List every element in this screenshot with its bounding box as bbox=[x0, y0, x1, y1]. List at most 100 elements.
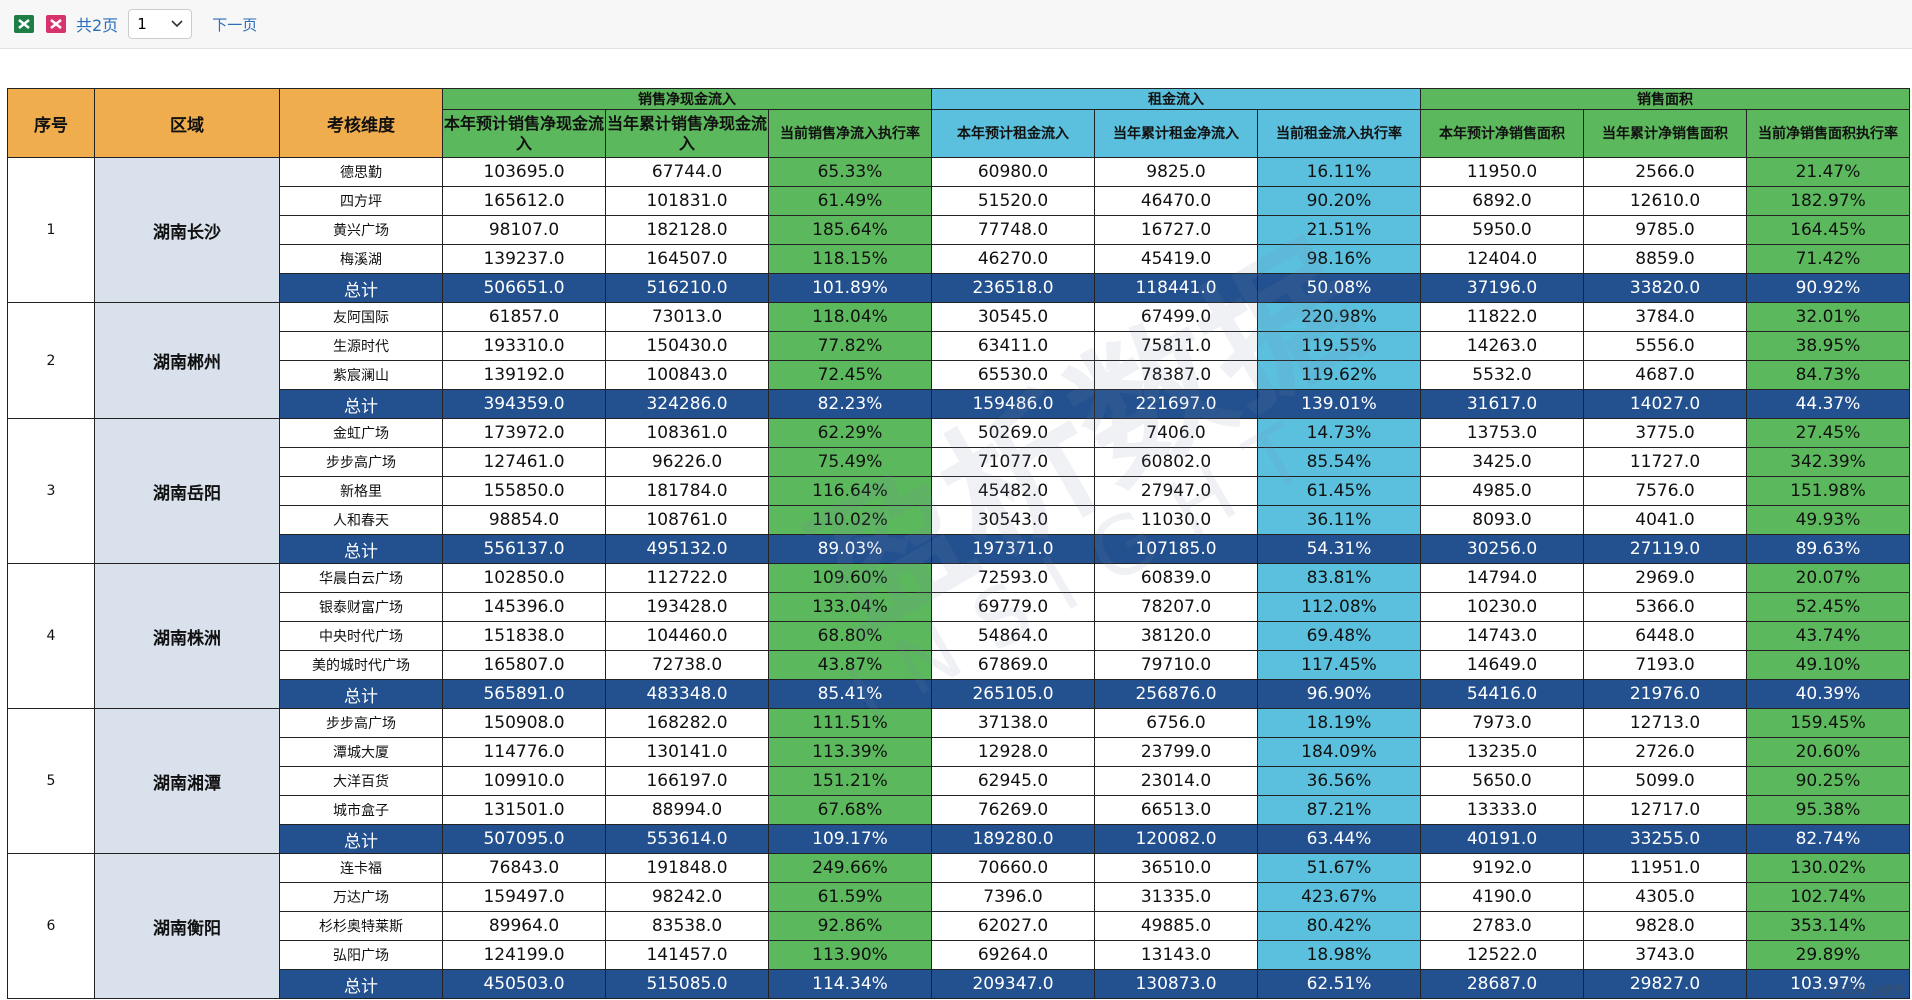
data-cell: 4190.0 bbox=[1420, 882, 1584, 912]
total-cell: 118441.0 bbox=[1094, 273, 1258, 303]
data-cell: 9825.0 bbox=[1094, 157, 1258, 187]
data-cell: 3743.0 bbox=[1583, 940, 1747, 970]
data-cell: 7406.0 bbox=[1094, 418, 1258, 448]
dimension-cell: 生源时代 bbox=[279, 331, 443, 361]
data-cell: 165612.0 bbox=[442, 186, 606, 216]
data-cell: 12713.0 bbox=[1583, 708, 1747, 738]
data-cell: 7396.0 bbox=[931, 882, 1095, 912]
data-cell: 67869.0 bbox=[931, 650, 1095, 680]
column-header: 当年累计销售净现金流入 bbox=[605, 109, 769, 158]
data-cell: 168282.0 bbox=[605, 708, 769, 738]
data-cell: 92.86% bbox=[768, 911, 932, 941]
dimension-cell: 人和春天 bbox=[279, 505, 443, 535]
data-cell: 49.93% bbox=[1746, 505, 1910, 535]
data-cell: 20.60% bbox=[1746, 737, 1910, 767]
table-row: 银泰财富广场 145396.0 193428.0 133.04% 69779.0 7820… bbox=[8, 592, 1910, 622]
total-cell: 236518.0 bbox=[931, 273, 1095, 303]
page-select[interactable]: 1 bbox=[128, 9, 193, 39]
total-cell: 50.08% bbox=[1257, 273, 1421, 303]
table-row: 新格里 155850.0 181784.0 116.64% 45482.0 27947.0… bbox=[8, 476, 1910, 506]
data-cell: 118.15% bbox=[768, 244, 932, 274]
data-cell: 71077.0 bbox=[931, 447, 1095, 477]
data-cell: 131501.0 bbox=[442, 795, 606, 825]
total-cell: 120082.0 bbox=[1094, 824, 1258, 854]
total-cell: 85.41% bbox=[768, 679, 932, 709]
table-row: 美的城时代广场 165807.0 72738.0 43.87% 67869.0 79710… bbox=[8, 650, 1910, 680]
data-cell: 108761.0 bbox=[605, 505, 769, 535]
total-cell: 483348.0 bbox=[605, 679, 769, 709]
index-cell: 6 bbox=[7, 853, 95, 999]
data-cell: 49.10% bbox=[1746, 650, 1910, 680]
dimension-cell: 步步高广场 bbox=[279, 708, 443, 738]
data-cell: 3775.0 bbox=[1583, 418, 1747, 448]
region-cell: 湖南湘潭 bbox=[94, 708, 280, 854]
data-cell: 342.39% bbox=[1746, 447, 1910, 477]
column-header: 当前租金流入执行率 bbox=[1257, 109, 1421, 158]
table-row: 城市盒子 131501.0 88994.0 67.68% 76269.0 66513.0 8… bbox=[8, 795, 1910, 825]
table-row: 序号 区域 考核维度 销售净现金流入 租金流入 销售面积 bbox=[7, 88, 1910, 158]
data-cell: 76843.0 bbox=[442, 853, 606, 883]
data-cell: 84.73% bbox=[1746, 360, 1910, 390]
data-cell: 145396.0 bbox=[442, 592, 606, 622]
table-row: 3 湖南岳阳 金虹广场 173972.0 108361.0 62.29% 50269.0 74… bbox=[7, 418, 1910, 564]
data-cell: 182.97% bbox=[1746, 186, 1910, 216]
data-cell: 130141.0 bbox=[605, 737, 769, 767]
data-cell: 104460.0 bbox=[605, 621, 769, 651]
data-cell: 90.25% bbox=[1746, 766, 1910, 796]
data-cell: 11727.0 bbox=[1583, 447, 1747, 477]
data-cell: 67.68% bbox=[768, 795, 932, 825]
total-cell: 139.01% bbox=[1257, 389, 1421, 419]
data-cell: 2783.0 bbox=[1420, 911, 1584, 941]
data-cell: 159.45% bbox=[1746, 708, 1910, 738]
group-header: 销售面积 bbox=[1420, 88, 1910, 110]
table-row: 弘阳广场 124199.0 141457.0 113.90% 69264.0 13143.… bbox=[8, 940, 1910, 970]
total-cell: 90.92% bbox=[1746, 273, 1910, 303]
data-cell: 5650.0 bbox=[1420, 766, 1584, 796]
next-page[interactable]: 下一页 bbox=[212, 15, 258, 34]
excel-icon[interactable] bbox=[12, 12, 36, 36]
data-cell: 45419.0 bbox=[1094, 244, 1258, 274]
dimension-cell: 银泰财富广场 bbox=[279, 592, 443, 622]
region-cell: 湖南郴州 bbox=[94, 302, 280, 419]
index-cell: 3 bbox=[7, 418, 95, 564]
data-cell: 14743.0 bbox=[1420, 621, 1584, 651]
data-cell: 13235.0 bbox=[1420, 737, 1584, 767]
excel-icon-alt[interactable] bbox=[44, 12, 68, 36]
data-cell: 7576.0 bbox=[1583, 476, 1747, 506]
dimension-cell: 梅溪湖 bbox=[279, 244, 443, 274]
total-cell: 14027.0 bbox=[1583, 389, 1747, 419]
data-cell: 27.45% bbox=[1746, 418, 1910, 448]
data-cell: 10230.0 bbox=[1420, 592, 1584, 622]
data-cell: 5366.0 bbox=[1583, 592, 1747, 622]
total-cell: 209347.0 bbox=[931, 969, 1095, 999]
data-cell: 61.49% bbox=[768, 186, 932, 216]
data-cell: 67744.0 bbox=[605, 157, 769, 187]
data-cell: 71.42% bbox=[1746, 244, 1910, 274]
data-cell: 6756.0 bbox=[1094, 708, 1258, 738]
table-row: 2 湖南郴州 友阿国际 61857.0 73013.0 118.04% 30545.0 674… bbox=[7, 302, 1910, 419]
data-cell: 61857.0 bbox=[442, 302, 606, 332]
total-cell: 197371.0 bbox=[931, 534, 1095, 564]
data-cell: 9828.0 bbox=[1583, 911, 1747, 941]
total-cell: 515085.0 bbox=[605, 969, 769, 999]
total-cell: 107185.0 bbox=[1094, 534, 1258, 564]
column-header: 当前净销售面积执行率 bbox=[1746, 109, 1910, 158]
data-cell: 11030.0 bbox=[1094, 505, 1258, 535]
total-cell: 114.34% bbox=[768, 969, 932, 999]
data-cell: 103695.0 bbox=[442, 157, 606, 187]
total-cell: 54416.0 bbox=[1420, 679, 1584, 709]
table-wrap: 序号 区域 考核维度 销售净现金流入 租金流入 销售面积 本年预计销售净现金流入 当年累计销售… bbox=[7, 88, 1910, 999]
data-cell: 89964.0 bbox=[442, 911, 606, 941]
table-row: 5 湖南湘潭 步步高广场 150908.0 168282.0 111.51% 37138.0… bbox=[7, 708, 1910, 854]
data-cell: 4305.0 bbox=[1583, 882, 1747, 912]
total-cell: 130873.0 bbox=[1094, 969, 1258, 999]
column-header: 本年预计净销售面积 bbox=[1420, 109, 1584, 158]
total-cell: 21976.0 bbox=[1583, 679, 1747, 709]
table-row: 1 湖南长沙 德思勤 103695.0 67744.0 65.33% 60980.0 9825… bbox=[7, 157, 1910, 303]
data-cell: 60980.0 bbox=[931, 157, 1095, 187]
data-cell: 70660.0 bbox=[931, 853, 1095, 883]
data-cell: 14263.0 bbox=[1420, 331, 1584, 361]
data-cell: 95.38% bbox=[1746, 795, 1910, 825]
data-cell: 66513.0 bbox=[1094, 795, 1258, 825]
data-cell: 119.62% bbox=[1257, 360, 1421, 390]
